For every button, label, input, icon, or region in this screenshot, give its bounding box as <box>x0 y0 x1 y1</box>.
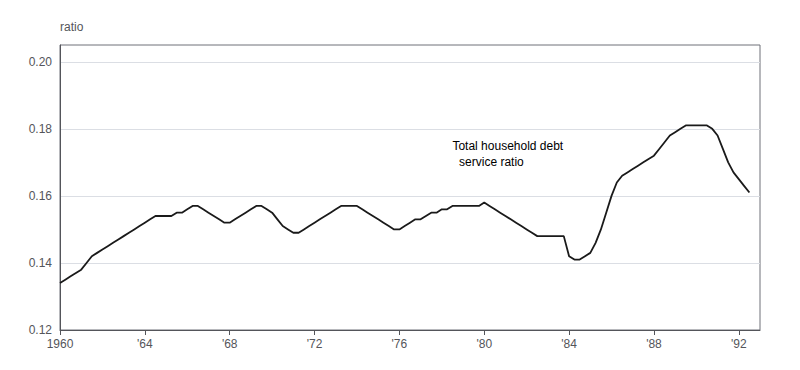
svg-text:'84: '84 <box>561 337 577 351</box>
svg-text:0.18: 0.18 <box>29 122 53 136</box>
svg-text:'76: '76 <box>392 337 408 351</box>
svg-text:'88: '88 <box>646 337 662 351</box>
svg-text:0.16: 0.16 <box>29 189 53 203</box>
svg-text:ratio: ratio <box>60 20 84 34</box>
svg-text:'92: '92 <box>731 337 747 351</box>
svg-text:service ratio: service ratio <box>452 155 524 169</box>
svg-text:0.20: 0.20 <box>29 55 53 69</box>
svg-text:1960: 1960 <box>47 337 74 351</box>
svg-text:0.12: 0.12 <box>29 323 53 337</box>
svg-text:'80: '80 <box>476 337 492 351</box>
svg-text:Total household debt: Total household debt <box>452 139 563 153</box>
svg-text:0.14: 0.14 <box>29 256 53 270</box>
svg-text:'72: '72 <box>307 337 323 351</box>
svg-text:'64: '64 <box>137 337 153 351</box>
svg-text:'68: '68 <box>222 337 238 351</box>
